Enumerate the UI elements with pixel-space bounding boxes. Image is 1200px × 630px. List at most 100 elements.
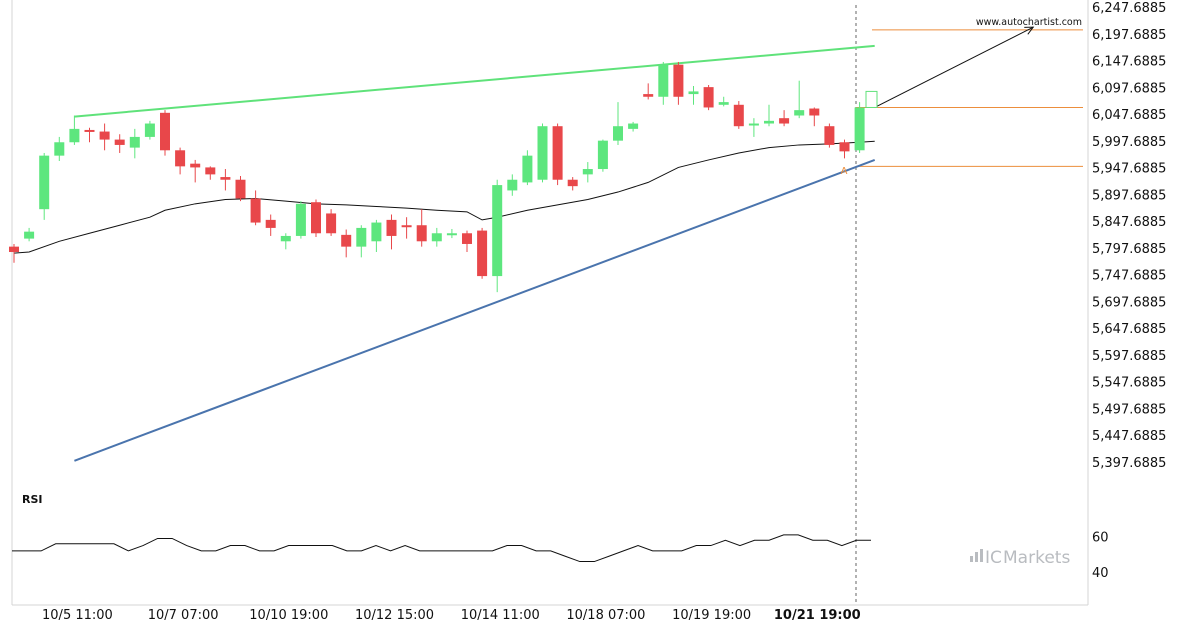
- candle-body: [54, 142, 65, 156]
- candle-body: [703, 87, 714, 108]
- candle: [99, 123, 110, 151]
- candle-body: [839, 142, 850, 152]
- candle: [9, 243, 19, 263]
- trend-lines: [74, 26, 1035, 462]
- y-tick-label: 6,097.6885: [1092, 81, 1166, 96]
- candle-body: [9, 246, 19, 252]
- candle-body: [311, 202, 321, 234]
- candle: [673, 61, 684, 105]
- candle: [54, 136, 65, 161]
- candle-body: [597, 140, 608, 170]
- y-tick-label: 5,547.6885: [1092, 376, 1166, 391]
- candle-body: [688, 91, 699, 95]
- y-tick-label: 5,497.6885: [1092, 402, 1166, 417]
- candle-body: [552, 126, 563, 180]
- candle-body: [477, 230, 488, 277]
- candle: [69, 115, 80, 145]
- y-tick-label: 5,647.6885: [1092, 322, 1166, 337]
- candle-body: [567, 179, 578, 187]
- horizontal-levels: [856, 29, 1083, 167]
- candle: [628, 121, 639, 132]
- candle-body: [779, 118, 790, 124]
- candle-body: [492, 185, 503, 277]
- y-tick-label: 5,947.6885: [1092, 162, 1166, 177]
- candle: [371, 219, 382, 252]
- candle: [235, 175, 246, 202]
- candle: [205, 166, 216, 180]
- candle: [160, 110, 170, 156]
- candle: [733, 101, 744, 129]
- candle-body: [824, 126, 835, 145]
- y-tick-label: 6,147.6885: [1092, 55, 1166, 70]
- candle-body: [628, 123, 639, 129]
- y-axis-labels: 6,247.6885 6,197.6885 6,147.6885 6,097.6885…: [1092, 1, 1166, 471]
- candle-body: [205, 167, 216, 175]
- candle: [416, 209, 427, 247]
- candle-body: [401, 225, 412, 228]
- candle: [537, 123, 548, 183]
- candle-body: [462, 233, 472, 244]
- candle-body: [39, 155, 50, 210]
- candle: [220, 169, 231, 191]
- candle: [567, 177, 578, 191]
- candle: [824, 123, 835, 148]
- candle-body: [582, 169, 593, 175]
- candle: [356, 225, 367, 258]
- candle-body: [235, 179, 246, 199]
- candle-body: [356, 227, 367, 247]
- candle: [401, 217, 412, 239]
- candle-body: [190, 163, 201, 168]
- candle: [190, 159, 201, 183]
- candle: [522, 150, 533, 186]
- brand-logo: IC Markets: [970, 548, 1070, 568]
- moving-average-line: [13, 140, 875, 254]
- candle-body: [764, 120, 774, 124]
- candle: [311, 199, 321, 238]
- y-tick-label: 5,747.6885: [1092, 269, 1166, 284]
- watermark-text: www.autochartist.com: [976, 17, 1082, 28]
- forecast-arrow-line: [874, 26, 1034, 108]
- candle: [462, 230, 472, 252]
- candle-body: [250, 198, 261, 223]
- x-tick-label: 10/19 19:00: [672, 608, 751, 623]
- y-tick-label: 5,697.6885: [1092, 295, 1166, 310]
- candle: [477, 227, 488, 279]
- candle: [431, 227, 442, 247]
- candle: [386, 214, 397, 250]
- candle-body: [748, 123, 759, 126]
- candle: [597, 139, 608, 172]
- candle-body: [733, 104, 744, 127]
- brand-text-markets: Markets: [1003, 548, 1070, 568]
- candle: [114, 134, 125, 153]
- candle-body: [522, 155, 533, 183]
- y-tick-label: 5,597.6885: [1092, 349, 1166, 364]
- candle: [582, 162, 593, 183]
- candle-body: [341, 234, 352, 247]
- candle: [552, 123, 563, 186]
- candle: [794, 80, 805, 119]
- candle-body: [326, 213, 337, 234]
- candle: [703, 84, 714, 111]
- y-tick-label: 5,397.6885: [1092, 456, 1166, 471]
- candle-body: [69, 128, 80, 143]
- candle: [839, 139, 850, 159]
- pattern-point-label: A: [841, 166, 848, 177]
- y-tick-label: 6,047.6885: [1092, 108, 1166, 123]
- x-tick-label: 10/12 15:00: [355, 608, 434, 623]
- candle: [341, 229, 352, 258]
- candle-body: [643, 94, 654, 97]
- support-line: [74, 158, 876, 462]
- candle: [295, 201, 306, 239]
- candle-body: [129, 136, 140, 148]
- candle-body: [386, 219, 397, 236]
- y-tick-label: 5,847.6885: [1092, 215, 1166, 230]
- y-tick-label: 5,797.6885: [1092, 242, 1166, 257]
- rsi-line: [12, 534, 871, 563]
- candle: [809, 107, 820, 127]
- candle-body: [507, 179, 518, 191]
- rsi-label: RSI: [22, 493, 43, 506]
- candle: [764, 104, 774, 127]
- x-tick-label: 10/14 11:00: [461, 608, 540, 623]
